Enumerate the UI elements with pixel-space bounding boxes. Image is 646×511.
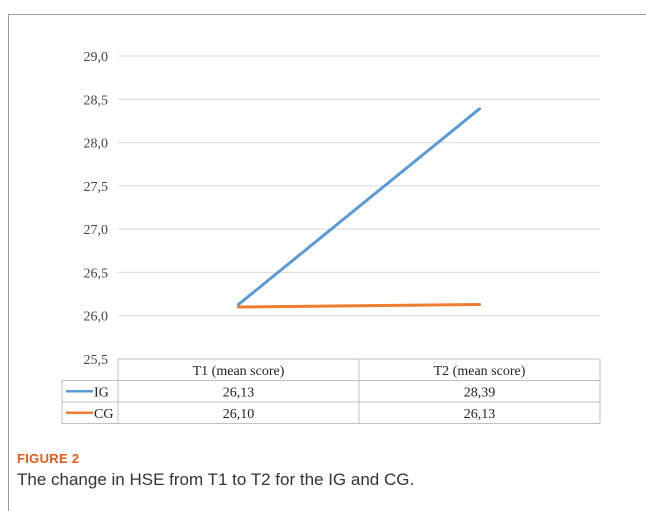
y-tick-label: 26,5 — [84, 266, 109, 281]
figure-frame-top — [8, 14, 646, 15]
series-line-ig — [237, 107, 481, 306]
y-tick-label: 27,0 — [84, 223, 109, 238]
figure-caption: The change in HSE from T1 to T2 for the … — [17, 470, 415, 489]
data-label: 28,39 — [464, 385, 496, 400]
gridlines — [118, 55, 600, 317]
data-label: 26,10 — [223, 407, 255, 422]
category-label: T2 (mean score) — [434, 364, 526, 379]
data-table: T1 (mean score) T2 (mean score) IG 26,13 28,… — [61, 358, 601, 424]
figure-label: FIGURE 2 — [17, 451, 80, 466]
series-lines — [237, 107, 481, 309]
data-label: 26,13 — [223, 385, 255, 400]
y-tick-label: 26,0 — [84, 310, 109, 325]
figure-frame-left — [8, 14, 9, 511]
y-tick-labels: 25,5 26,0 26,5 27,0 27,5 28,0 28,5 29,0 — [84, 50, 109, 368]
data-label: 26,13 — [464, 407, 496, 422]
y-tick-label: 28,5 — [84, 93, 109, 108]
y-tick-label: 27,5 — [84, 180, 109, 195]
legend-label-ig: IG — [94, 385, 109, 400]
line-chart: 25,5 26,0 26,5 27,0 27,5 28,0 28,5 29,0 T1 (mea… — [61, 50, 601, 424]
y-tick-label: 25,5 — [84, 353, 109, 368]
series-line-cg — [237, 302, 481, 309]
legend-label-cg: CG — [94, 407, 113, 422]
y-tick-label: 29,0 — [84, 50, 109, 65]
y-tick-label: 28,0 — [84, 137, 109, 152]
category-label: T1 (mean score) — [193, 364, 285, 379]
